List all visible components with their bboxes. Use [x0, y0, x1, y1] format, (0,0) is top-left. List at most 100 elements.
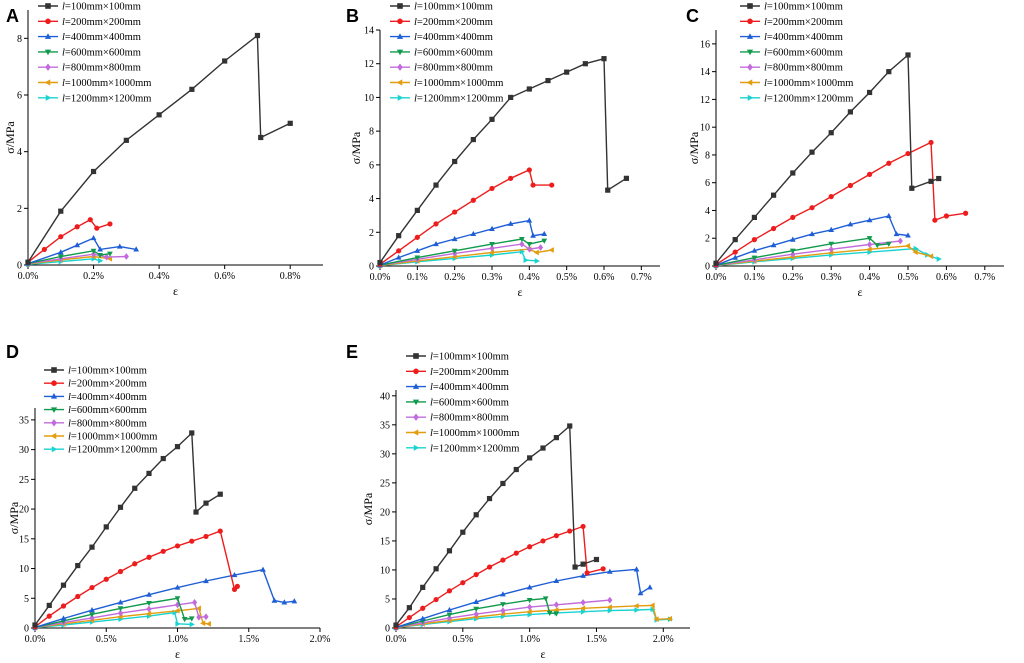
data-point: [58, 234, 64, 240]
series-1: [393, 423, 600, 628]
data-point: [90, 234, 97, 241]
data-point: [751, 237, 758, 243]
data-point: [446, 548, 453, 554]
data-point: [912, 249, 918, 255]
data-point: [526, 217, 533, 223]
y-tick-label: 4: [369, 194, 374, 205]
data-point: [867, 241, 873, 248]
data-point: [260, 566, 266, 572]
data-point: [732, 237, 738, 243]
x-tick-label: 0.2%: [782, 272, 803, 283]
data-point: [146, 600, 152, 607]
data-point: [104, 253, 110, 261]
legend-entry: l=100mm×100mm: [430, 352, 509, 363]
data-point: [526, 86, 532, 92]
x-tick-label: 0.3%: [821, 272, 842, 283]
x-axis-title: ε: [540, 647, 545, 661]
x-tick-label: 0.0%: [25, 634, 46, 645]
x-tick-label: 0.0%: [370, 272, 391, 283]
series-2: [713, 139, 969, 268]
data-point: [526, 598, 533, 604]
data-point: [90, 168, 97, 175]
data-point: [633, 603, 639, 609]
x-tick-label: 0.7%: [974, 272, 995, 283]
data-point: [254, 32, 261, 39]
y-tick-label: 6: [369, 160, 374, 171]
legend-entry: l=100mm×100mm: [764, 2, 843, 13]
data-point: [117, 606, 124, 612]
legend-marker: [412, 399, 420, 406]
data-point: [526, 245, 532, 253]
legend-marker: [45, 18, 51, 25]
data-point: [530, 182, 536, 188]
data-point: [203, 577, 209, 584]
data-point: [203, 613, 209, 621]
data-point: [57, 254, 64, 260]
legend-marker: [51, 367, 57, 373]
data-point: [534, 258, 540, 264]
data-point: [580, 523, 586, 530]
data-point: [866, 236, 873, 242]
data-point: [751, 247, 758, 253]
data-point: [809, 205, 815, 211]
chart-panel-e: E 0.0% 0.5% 1.0% 1.5% 2.0% 0 5 10 15 20 25 30 35 40 ε σ/…: [346, 342, 690, 661]
series-3: [25, 234, 140, 266]
data-point: [770, 242, 777, 248]
legend-marker: [51, 380, 57, 387]
data-point: [446, 606, 453, 613]
legend-marker: [746, 49, 754, 56]
data-point: [847, 182, 854, 189]
legend-entry: l=800mm×800mm: [764, 63, 843, 74]
x-tick-label: 0.4%: [149, 271, 170, 282]
data-point: [527, 455, 533, 461]
data-point: [203, 533, 209, 540]
data-point: [156, 112, 162, 118]
x-tick-label: 0.6%: [214, 271, 235, 282]
data-point: [751, 255, 758, 261]
data-point: [103, 576, 109, 582]
data-point: [446, 612, 453, 618]
data-point: [809, 230, 815, 237]
data-point: [488, 249, 495, 256]
data-point: [377, 260, 383, 266]
data-point: [927, 253, 934, 260]
data-point: [473, 571, 479, 578]
data-point: [446, 614, 453, 622]
data-point: [414, 207, 420, 213]
legend-marker: [50, 393, 58, 399]
data-point: [123, 137, 129, 143]
legend-marker: [44, 79, 51, 86]
data-point: [546, 610, 553, 617]
legend-marker: [45, 3, 51, 9]
x-axis-title: ε: [517, 285, 522, 299]
legend-marker: [44, 49, 52, 56]
data-point: [943, 213, 950, 219]
data-point: [874, 243, 881, 249]
y-tick-label: 35: [380, 420, 390, 431]
data-point: [867, 171, 873, 177]
data-point: [192, 599, 198, 606]
data-point: [533, 249, 539, 256]
chart-panel-c: C 0.0% 0.1% 0.2% 0.3% 0.4% 0.5% 0.6% 0.7% 0 2 4 6 8 10…: [686, 2, 1004, 299]
data-point: [897, 237, 903, 245]
data-point: [541, 230, 548, 237]
series-line: [27, 258, 101, 266]
series-line: [715, 240, 901, 267]
legend-marker: [747, 63, 753, 71]
data-point: [58, 208, 64, 214]
legend-entry: l=400mm×400mm: [430, 382, 509, 393]
data-point: [623, 175, 629, 181]
data-point: [751, 214, 757, 221]
legend-marker: [397, 94, 404, 101]
legend-entry: l=800mm×800mm: [62, 63, 141, 74]
y-tick-label: 14: [700, 67, 710, 78]
y-tick-label: 0: [24, 624, 29, 635]
y-tick-label: 2: [17, 204, 22, 215]
y-tick-label: 15: [19, 534, 29, 545]
data-point: [460, 580, 466, 586]
legend-entry: l=200mm×200mm: [414, 17, 493, 28]
data-point: [582, 61, 588, 67]
panel-label-e: E: [346, 342, 358, 362]
x-tick-label: 0.4%: [519, 272, 540, 283]
data-point: [549, 182, 555, 188]
